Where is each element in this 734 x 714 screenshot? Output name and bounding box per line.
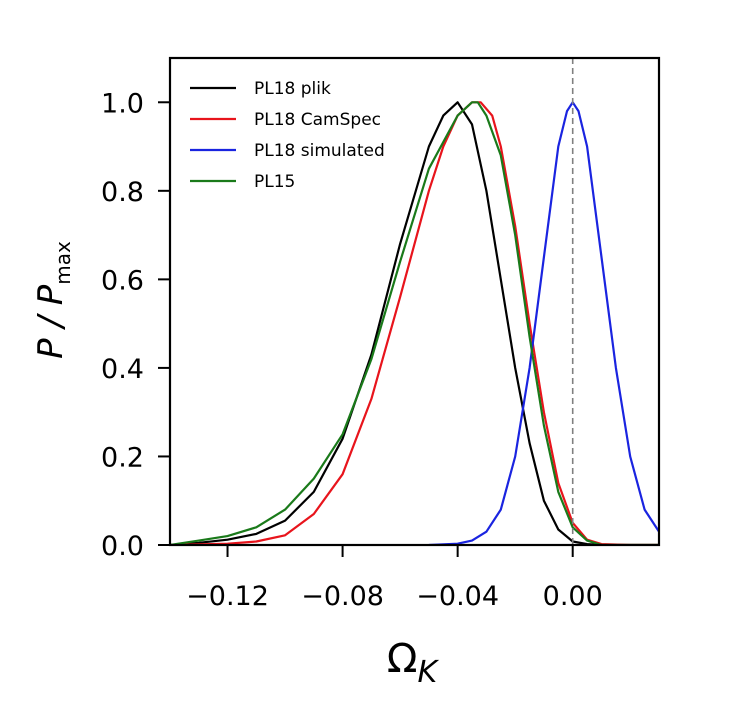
y-axis-label: P / Pmax — [31, 241, 75, 359]
x-axis-label-sub: K — [417, 655, 439, 690]
x-tick-label: −0.08 — [301, 581, 384, 612]
legend-label-2: PL18 CamSpec — [254, 110, 381, 130]
y-tick-label: 0.2 — [101, 442, 144, 473]
legend-label-4: PL15 — [254, 172, 295, 192]
y-tick-label: 0.6 — [101, 265, 144, 296]
legend-label-1: PL18 plik — [254, 79, 331, 99]
legend: PL18 plik PL18 CamSpec PL18 simulated PL15 — [190, 79, 385, 192]
ticks-layer: −0.12 −0.08 −0.04 0.00 0.0 0.2 0.4 0.6 0.8 1.0 — [101, 88, 603, 612]
y-axis-label-main: P / P — [31, 284, 71, 359]
y-tick-label: 1.0 — [101, 88, 144, 119]
legend-label-3: PL18 simulated — [254, 141, 385, 161]
x-axis-label: ΩK — [387, 636, 440, 690]
series-line-4 — [170, 101, 659, 545]
plot-frame — [168, 56, 661, 547]
y-tick-label: 0.8 — [101, 177, 144, 208]
x-tick-label: 0.00 — [543, 581, 603, 612]
y-tick-label: 0.4 — [101, 354, 144, 385]
curves-layer — [170, 101, 659, 545]
x-tick-label: −0.04 — [416, 581, 499, 612]
series-line-3 — [428, 101, 659, 545]
y-tick-label: 0.0 — [101, 531, 144, 562]
series-line-1 — [170, 101, 659, 545]
y-axis-label-sub: max — [51, 241, 75, 285]
series-line-2 — [170, 101, 659, 545]
x-axis-label-main: Ω — [387, 636, 418, 682]
x-tick-label: −0.12 — [186, 581, 269, 612]
